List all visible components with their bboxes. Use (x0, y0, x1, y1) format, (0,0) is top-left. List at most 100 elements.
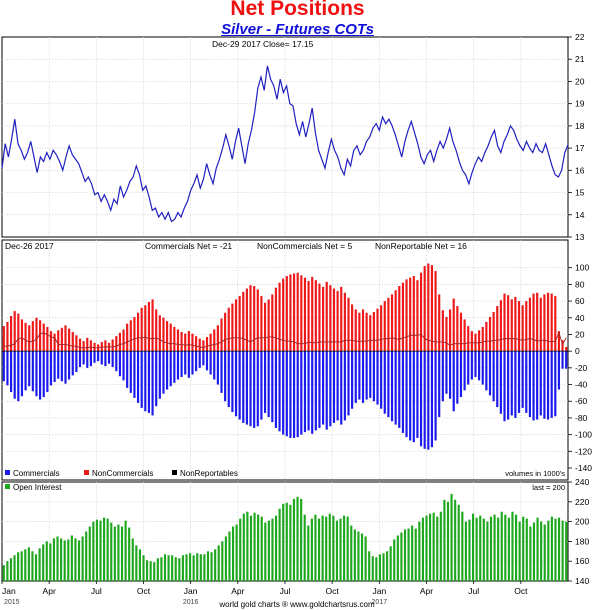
commercials-bar (380, 351, 383, 409)
open-interest-bar (475, 517, 478, 581)
y-tick-label: -20 (575, 363, 588, 373)
open-interest-bar (557, 517, 561, 581)
noncommercials-bar (220, 318, 223, 352)
noncommercials-bar (347, 297, 350, 352)
open-interest-bar (500, 511, 503, 581)
noncommercials-bar (147, 301, 151, 352)
y-tick-label: 160 (575, 556, 589, 566)
open-interest-bar (335, 520, 339, 581)
open-interest-bar (34, 554, 38, 581)
commercials-bar (176, 351, 180, 380)
noncommercials-bar (89, 340, 92, 352)
noncommercials-bar (514, 296, 517, 352)
commercials-bar (554, 351, 557, 417)
noncommercials-bar (398, 286, 401, 352)
commercials-bar (430, 351, 434, 448)
legend-label: Commercials (13, 469, 60, 478)
commercials-bar (543, 351, 546, 419)
noncommercials-bar (17, 313, 20, 352)
noncommercials-bar (140, 307, 143, 352)
noncommercials-bar (187, 331, 190, 352)
noncommercials-bar (387, 297, 390, 352)
noncommercials-bar (314, 280, 317, 352)
commercials-bar (459, 351, 463, 398)
open-interest-bar (532, 522, 536, 581)
noncommercials-bar (13, 311, 16, 352)
open-interest-bar (9, 558, 13, 581)
nonreportables-line (3, 331, 567, 349)
open-interest-bar (282, 503, 285, 581)
open-interest-bar (95, 519, 99, 581)
y-tick-label: 220 (575, 497, 589, 507)
noncommercials-bar (169, 323, 172, 352)
noncommercials-bar (267, 299, 270, 352)
commercials-bar (354, 351, 357, 403)
commercials-bar (474, 351, 477, 378)
noncommercials-bar (521, 305, 524, 352)
open-interest-bar (77, 540, 81, 581)
open-interest-bar (124, 520, 127, 581)
open-interest-bar (339, 518, 342, 581)
noncommercials-bar (155, 309, 158, 352)
commercials-bar (126, 351, 129, 388)
noncommercials-bar (205, 336, 209, 352)
y-tick-label: -60 (575, 396, 588, 406)
open-interest-bar (346, 516, 349, 581)
commercials-bar (151, 351, 154, 416)
open-interest-bar (550, 516, 553, 581)
noncommercials-bar (71, 331, 74, 352)
noncommercials-bar (478, 330, 481, 352)
noncommercials-bar (340, 286, 343, 352)
x-tick-label: Oct (326, 586, 340, 596)
noncommercials-bar (492, 311, 495, 352)
commercials-bar (318, 351, 321, 428)
commercials-bar (416, 351, 419, 438)
noncommercials-bar (260, 296, 263, 352)
commercials-bar (467, 351, 470, 385)
open-interest-bar (446, 501, 450, 581)
open-interest-bar (206, 551, 210, 581)
open-interest-bar (217, 545, 220, 581)
commercials-bar (231, 351, 234, 413)
open-interest-bar (257, 514, 260, 581)
open-interest-bar (325, 516, 328, 581)
commercials-bar (405, 351, 408, 438)
commercials-bar (325, 351, 328, 430)
y-tick-label: 19 (575, 99, 585, 109)
commercials-bar (155, 351, 158, 407)
commercials-bar (28, 351, 31, 387)
open-interest-bar (289, 504, 292, 581)
open-interest-bar (74, 538, 77, 581)
open-interest-bar (328, 513, 331, 581)
commercials-bar (561, 351, 564, 369)
open-interest-bar (253, 512, 256, 581)
noncommercials-bar (180, 331, 183, 352)
noncommercials-bar (234, 299, 238, 352)
open-interest-bar (67, 539, 70, 581)
commercials-bar (42, 351, 45, 398)
noncommercials-bar (539, 297, 542, 352)
commercials-bar (409, 351, 412, 441)
commercials-bar (122, 351, 125, 381)
noncommercials-bar (503, 293, 506, 352)
commercials-bar (507, 351, 510, 420)
noncommercials-bar (325, 281, 328, 352)
noncommercials-bar (550, 293, 553, 352)
x-tick-label: Oct (137, 586, 151, 596)
commercials-bar (68, 351, 71, 380)
open-interest-bar (454, 499, 457, 581)
open-interest-bar (160, 557, 163, 581)
commercials-bar (111, 351, 114, 368)
commercials-bar (169, 351, 172, 387)
noncommercials-bar (536, 292, 539, 352)
legend-swatch (5, 484, 10, 489)
open-interest-bar (343, 515, 346, 581)
commercials-bar (82, 351, 85, 365)
open-interest-bar (188, 553, 192, 581)
commercials-bar (336, 351, 339, 421)
open-interest-bar (260, 516, 263, 581)
noncommercials-bar (195, 336, 198, 352)
commercials-bar (202, 351, 205, 366)
open-interest-bar (45, 541, 48, 581)
commercials-bar (452, 351, 455, 412)
